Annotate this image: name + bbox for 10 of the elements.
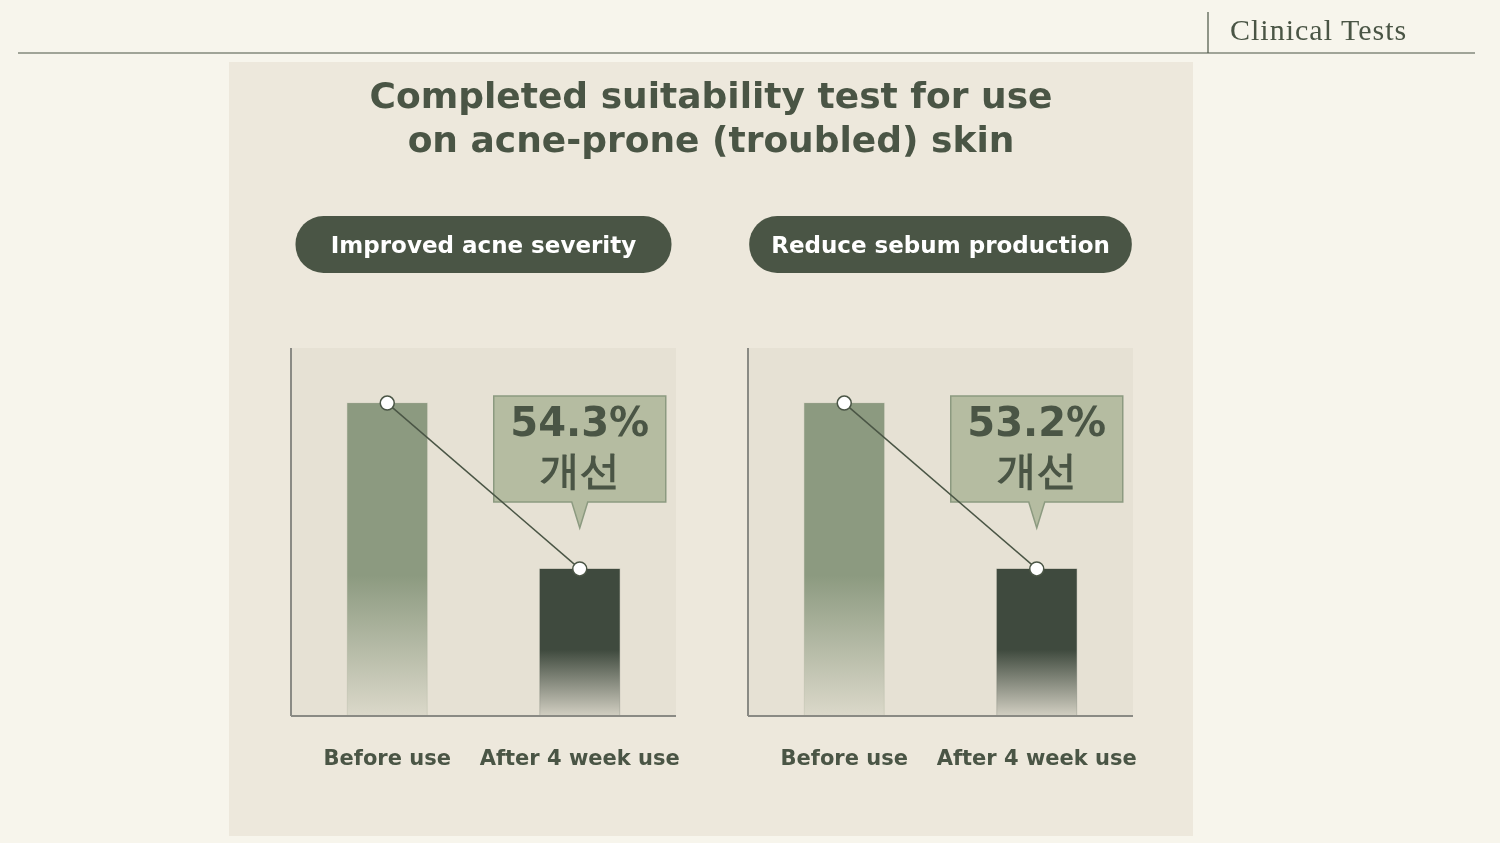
x-tick-label: After 4 week use (936, 746, 1137, 770)
chart-title: Improved acne severity (330, 232, 637, 258)
text: Clinical Tests (1230, 13, 1408, 46)
annotation: 54.3% 개선 (510, 399, 650, 493)
x-tick-label: Before use (323, 746, 451, 770)
annotation: 53.2% 개선 (967, 399, 1107, 493)
text: Completed suitability test for use on acne-prone (troubled) skin (369, 75, 1053, 160)
chart-title: Reduce sebum production (771, 232, 1110, 258)
x-tick-label: After 4 week use (479, 746, 680, 770)
x-tick-label: Before use (780, 746, 908, 770)
